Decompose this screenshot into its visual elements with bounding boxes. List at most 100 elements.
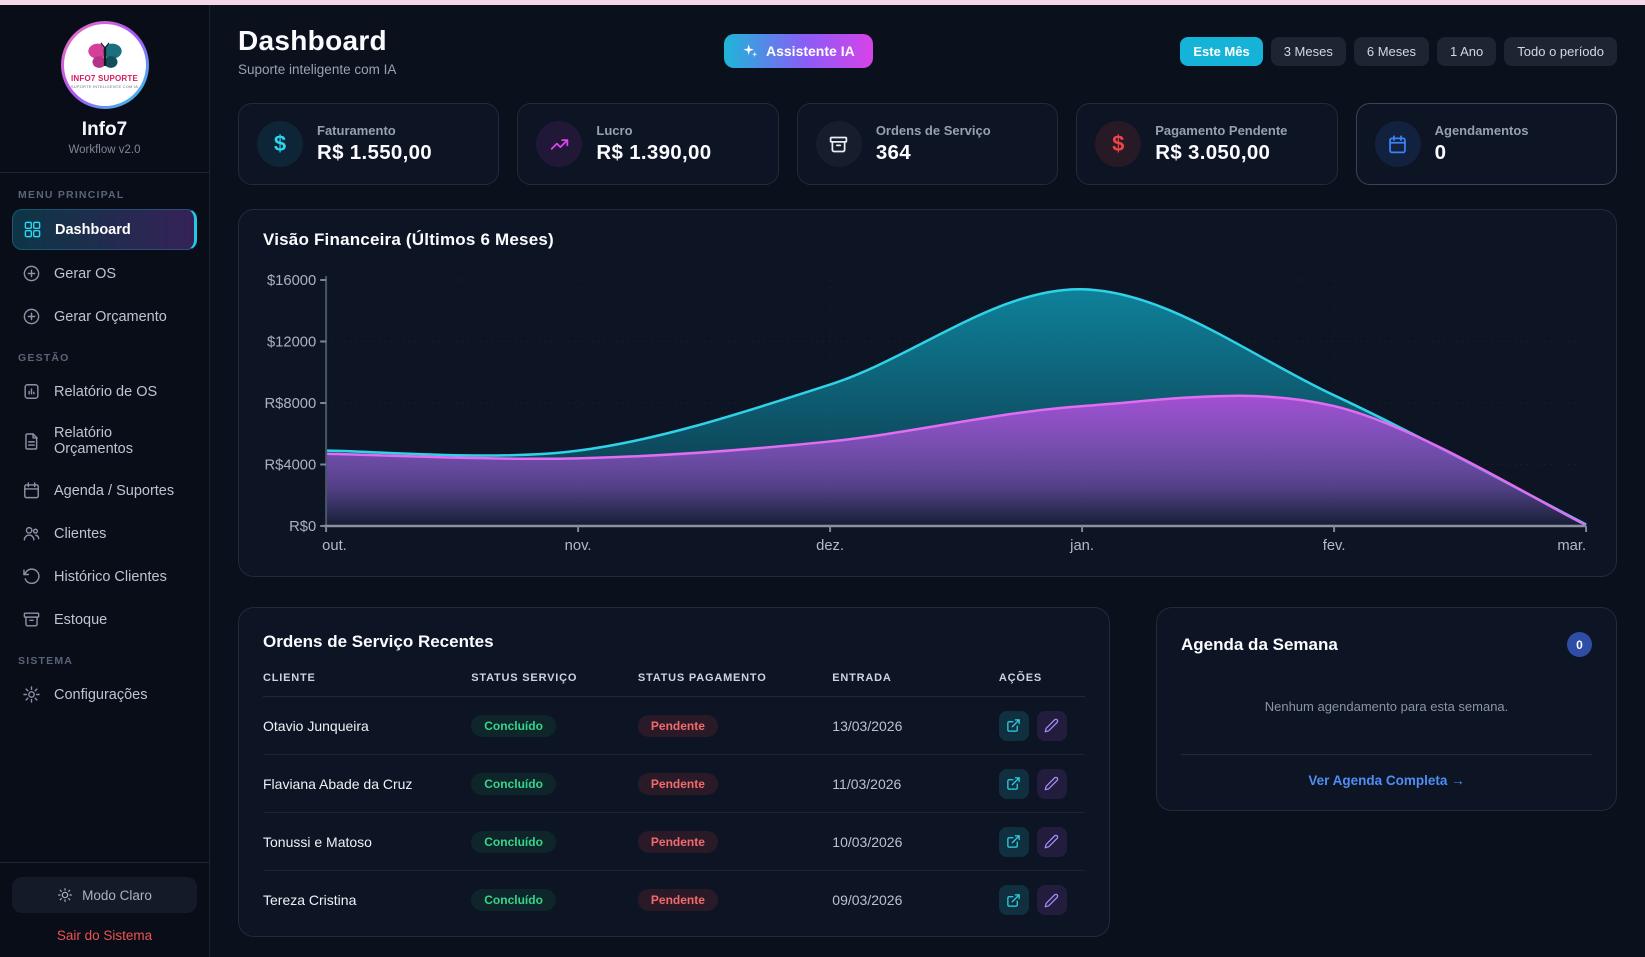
- order-date: 11/03/2026: [832, 775, 902, 792]
- agenda-card: Agenda da Semana 0 Nenhum agendamento pa…: [1156, 607, 1617, 811]
- edit-order-button[interactable]: [1036, 885, 1067, 915]
- gear-icon: [22, 685, 41, 704]
- plus-circle-icon: [22, 264, 41, 283]
- order-client: Tereza Cristina: [263, 892, 357, 908]
- status-pagamento-badge: Pendente: [637, 714, 718, 737]
- sidebar-item-gerar-orcamento[interactable]: Gerar Orçamento: [12, 297, 197, 336]
- filter-1-ano[interactable]: 1 Ano: [1437, 36, 1497, 66]
- sidebar-item-relatorio-os[interactable]: Relatório de OS: [12, 372, 197, 411]
- company-logo: INFO7 SUPORTE SUPORTE INTELIGENTE COM IA: [60, 21, 149, 109]
- x-axis-tick-label: jan.: [1069, 538, 1094, 554]
- sun-icon: [58, 888, 73, 902]
- open-order-button[interactable]: [998, 885, 1029, 915]
- table-row: Otavio Junqueira Concluído Pendente 13/0…: [263, 697, 1085, 755]
- open-order-button[interactable]: [998, 826, 1029, 857]
- sidebar-item-agenda-suportes[interactable]: Agenda / Suportes: [12, 471, 197, 510]
- main-content: Dashboard Suporte inteligente com IA Ass…: [210, 5, 1645, 957]
- column-header: STATUS PAGAMENTO: [637, 672, 767, 684]
- sidebar-item-label: Histórico Clientes: [54, 568, 167, 585]
- dashboard-grid-icon: [23, 220, 42, 239]
- open-order-button[interactable]: [998, 768, 1029, 799]
- stat-card-pagamento-pendente: $ Pagamento Pendente R$ 3.050,00: [1076, 103, 1338, 185]
- filter-3-meses[interactable]: 3 Meses: [1270, 36, 1346, 66]
- edit-order-button[interactable]: [1036, 710, 1067, 741]
- x-axis-tick-label: fev.: [1323, 538, 1346, 554]
- stat-value: R$ 1.550,00: [317, 141, 432, 164]
- status-servico-badge: Concluído: [471, 889, 556, 911]
- agenda-title: Agenda da Semana: [1181, 634, 1338, 654]
- sidebar-item-estoque[interactable]: Estoque: [12, 600, 197, 639]
- stat-label: Pagamento Pendente: [1155, 123, 1288, 138]
- theme-toggle-button[interactable]: Modo Claro: [12, 877, 197, 913]
- order-client: Otavio Junqueira: [263, 717, 369, 734]
- agenda-empty-message: Nenhum agendamento para esta semana.: [1264, 699, 1509, 714]
- sidebar-item-clientes[interactable]: Clientes: [12, 514, 197, 553]
- filter-6-meses[interactable]: 6 Meses: [1353, 36, 1429, 66]
- sidebar-item-relatorio-orcamentos[interactable]: Relatório Orçamentos: [12, 415, 197, 467]
- sidebar-nav: MENU PRINCIPAL Dashboard Gerar OS Gerar …: [12, 173, 197, 862]
- order-client: Flaviana Abade da Cruz: [263, 775, 413, 792]
- pencil-icon: [1045, 718, 1059, 733]
- sparkles-icon: [743, 44, 758, 57]
- status-servico-badge: Concluído: [471, 714, 556, 737]
- archive-icon: [815, 121, 862, 167]
- y-axis-tick-label: $16000: [267, 273, 316, 289]
- financial-chart-card: Visão Financeira (Últimos 6 Meses) R$0 R$…: [238, 209, 1617, 577]
- pencil-icon: [1045, 834, 1059, 849]
- sidebar-item-historico-clientes[interactable]: Histórico Clientes: [12, 557, 197, 596]
- x-axis-tick-label: mar.: [1557, 538, 1586, 554]
- external-link-icon: [1007, 893, 1021, 907]
- top-accent-bar: [0, 0, 1645, 5]
- stats-row: $ Faturamento R$ 1.550,00 Lucro R$ 1.390…: [238, 103, 1618, 185]
- page-header: Dashboard Suporte inteligente com IA Ass…: [238, 25, 1617, 77]
- column-header: STATUS SERVIÇO: [471, 672, 578, 684]
- divider: [1181, 754, 1592, 755]
- sidebar-item-label: Configurações: [54, 686, 148, 703]
- brand-name: Info7: [81, 119, 128, 140]
- y-axis-tick-label: R$4000: [265, 457, 317, 473]
- sidebar-item-label: Relatório de OS: [54, 383, 158, 400]
- y-axis-tick-label: $12000: [267, 334, 316, 350]
- report-icon: [22, 382, 41, 401]
- sidebar-item-label: Gerar OS: [54, 265, 117, 282]
- column-header: ENTRADA: [832, 672, 892, 684]
- ai-assistant-button[interactable]: Assistente IA: [724, 34, 873, 68]
- history-icon: [22, 567, 41, 586]
- logout-link[interactable]: Sair do Sistema: [56, 928, 153, 943]
- sidebar-item-gerar-os[interactable]: Gerar OS: [12, 254, 197, 293]
- edit-order-button[interactable]: [1036, 826, 1067, 857]
- pencil-icon: [1045, 776, 1059, 791]
- nav-section-label: GESTÃO: [18, 352, 70, 364]
- edit-order-button[interactable]: [1036, 768, 1067, 799]
- sidebar-footer: Modo Claro Sair do Sistema: [0, 862, 209, 943]
- full-agenda-link[interactable]: Ver Agenda Completa →: [1308, 773, 1465, 788]
- stat-label: Faturamento: [317, 123, 396, 138]
- logo-subtext: SUPORTE INTELIGENTE COM IA: [70, 84, 139, 89]
- column-header: AÇÕES: [998, 672, 1043, 684]
- nav-section-label: MENU PRINCIPAL: [18, 189, 125, 201]
- filter-todo-periodo[interactable]: Todo o período: [1504, 36, 1617, 66]
- stat-value: R$ 1.390,00: [596, 141, 712, 164]
- status-servico-badge: Concluído: [471, 772, 556, 795]
- sidebar-item-dashboard[interactable]: Dashboard: [12, 209, 197, 250]
- file-text-icon: [22, 432, 41, 451]
- sidebar-item-label: Estoque: [54, 611, 108, 628]
- stat-value: 364: [875, 141, 911, 164]
- sidebar-item-configuracoes[interactable]: Configurações: [12, 675, 197, 714]
- sidebar-item-label: Dashboard: [55, 221, 131, 238]
- order-date: 13/03/2026: [832, 717, 903, 734]
- pencil-icon: [1045, 893, 1059, 907]
- y-axis-tick-label: R$0: [289, 519, 316, 535]
- stat-card-faturamento: $ Faturamento R$ 1.550,00: [238, 103, 500, 185]
- external-link-icon: [1007, 719, 1021, 732]
- stat-card-ordens: Ordens de Serviço 364: [796, 103, 1059, 185]
- x-axis-tick-label: dez.: [816, 538, 844, 554]
- filter-este-mes[interactable]: Este Mês: [1180, 36, 1263, 66]
- trending-up-icon: [536, 121, 583, 167]
- x-axis-tick-label: nov.: [565, 538, 592, 554]
- divider: [0, 172, 209, 173]
- open-order-button[interactable]: [998, 710, 1029, 741]
- orders-title: Ordens de Serviço Recentes: [263, 632, 494, 651]
- agenda-count-badge: 0: [1567, 632, 1592, 657]
- archive-icon: [22, 610, 41, 629]
